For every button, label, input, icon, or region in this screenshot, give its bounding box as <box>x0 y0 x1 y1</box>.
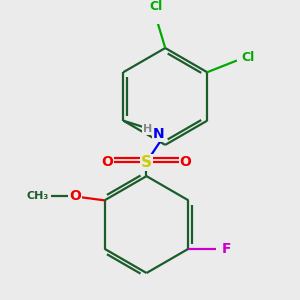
Text: H: H <box>142 124 152 134</box>
Text: N: N <box>153 127 165 141</box>
Text: Cl: Cl <box>149 0 163 13</box>
Text: S: S <box>141 154 152 169</box>
Text: F: F <box>222 242 232 256</box>
Text: Cl: Cl <box>241 51 254 64</box>
Text: O: O <box>180 155 191 169</box>
Text: O: O <box>101 155 113 169</box>
Text: CH₃: CH₃ <box>26 191 48 201</box>
Text: O: O <box>69 189 81 203</box>
